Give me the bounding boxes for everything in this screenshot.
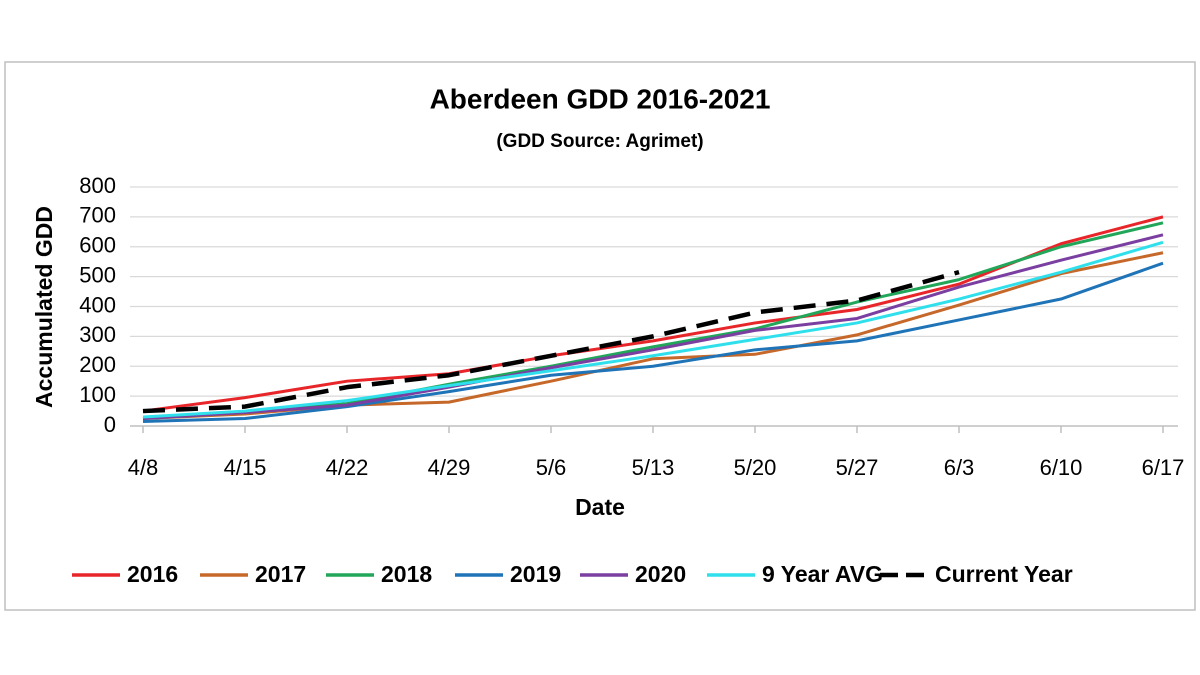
legend-label: 2019 bbox=[510, 561, 561, 587]
x-tick-label: 5/27 bbox=[836, 455, 879, 480]
legend-label: 2020 bbox=[635, 561, 686, 587]
x-tick-label: 6/17 bbox=[1142, 455, 1185, 480]
legend-label: 2017 bbox=[255, 561, 306, 587]
y-tick-label: 600 bbox=[79, 233, 116, 258]
y-tick-label: 300 bbox=[79, 322, 116, 347]
y-tick-label: 0 bbox=[104, 412, 116, 437]
legend-label: 2016 bbox=[127, 561, 178, 587]
series-line bbox=[142, 261, 1164, 424]
x-tick-label: 5/13 bbox=[632, 455, 675, 480]
series-line bbox=[142, 233, 1164, 421]
chart-title: Aberdeen GDD 2016-2021 bbox=[430, 83, 771, 114]
legend-label: 2018 bbox=[381, 561, 432, 587]
x-axis-title: Date bbox=[575, 494, 625, 520]
y-tick-label: 800 bbox=[79, 173, 116, 198]
y-tick-label: 500 bbox=[79, 262, 116, 287]
chart-subtitle: (GDD Source: Agrimet) bbox=[496, 131, 703, 152]
y-tick-label: 700 bbox=[79, 203, 116, 228]
y-tick-label: 200 bbox=[79, 352, 116, 377]
x-tick-label: 4/15 bbox=[224, 455, 267, 480]
series-line bbox=[142, 269, 960, 414]
x-tick-label: 4/8 bbox=[128, 455, 159, 480]
y-tick-label: 400 bbox=[79, 292, 116, 317]
series-line bbox=[142, 215, 1164, 413]
x-tick-label: 6/3 bbox=[944, 455, 975, 480]
x-tick-label: 6/10 bbox=[1040, 455, 1083, 480]
y-axis-title: Accumulated GDD bbox=[31, 206, 57, 408]
series-line bbox=[142, 240, 1164, 419]
x-tick-label: 5/6 bbox=[536, 455, 567, 480]
y-tick-label: 100 bbox=[79, 382, 116, 407]
x-tick-label: 4/29 bbox=[428, 455, 471, 480]
x-tick-label: 5/20 bbox=[734, 455, 777, 480]
legend-label: 9 Year AVG bbox=[762, 561, 883, 587]
legend-label: Current Year bbox=[935, 561, 1073, 587]
x-tick-label: 4/22 bbox=[326, 455, 369, 480]
